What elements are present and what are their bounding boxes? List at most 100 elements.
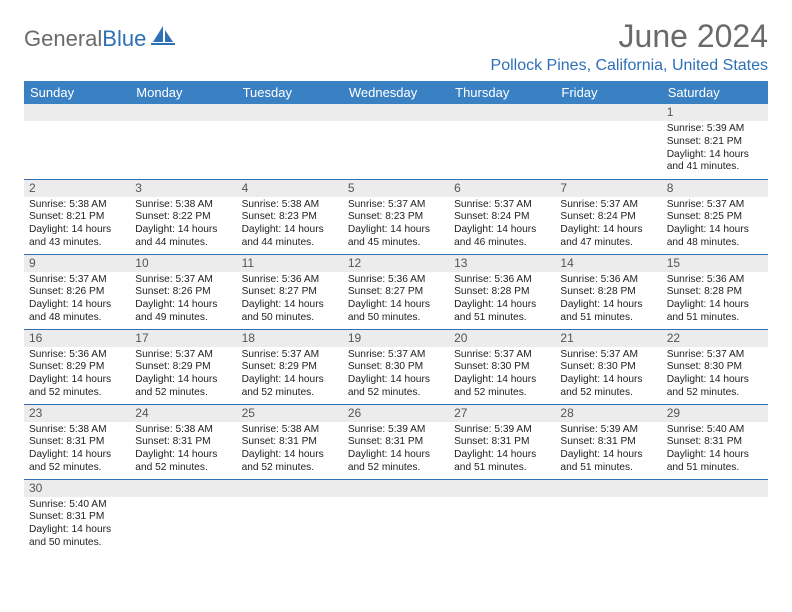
- empty-daynum: [449, 104, 555, 121]
- calendar-cell: [130, 104, 236, 179]
- calendar-cell: 13Sunrise: 5:36 AMSunset: 8:28 PMDayligh…: [449, 254, 555, 329]
- calendar-cell: [449, 479, 555, 554]
- calendar-row: 2Sunrise: 5:38 AMSunset: 8:21 PMDaylight…: [24, 179, 768, 254]
- day-data: Sunrise: 5:36 AMSunset: 8:27 PMDaylight:…: [343, 272, 449, 329]
- weekday-header: Friday: [555, 81, 661, 104]
- logo: GeneralBlue: [24, 26, 177, 52]
- weekday-header: Saturday: [662, 81, 768, 104]
- empty-daynum: [449, 480, 555, 497]
- calendar-cell: 23Sunrise: 5:38 AMSunset: 8:31 PMDayligh…: [24, 404, 130, 479]
- calendar-cell: 29Sunrise: 5:40 AMSunset: 8:31 PMDayligh…: [662, 404, 768, 479]
- calendar-cell: 26Sunrise: 5:39 AMSunset: 8:31 PMDayligh…: [343, 404, 449, 479]
- weekday-header: Thursday: [449, 81, 555, 104]
- day-number: 9: [24, 255, 130, 272]
- day-number: 25: [237, 405, 343, 422]
- calendar-row: 9Sunrise: 5:37 AMSunset: 8:26 PMDaylight…: [24, 254, 768, 329]
- day-number: 8: [662, 180, 768, 197]
- calendar-cell: [237, 479, 343, 554]
- calendar-cell: [449, 104, 555, 179]
- weekday-header: Wednesday: [343, 81, 449, 104]
- day-data: Sunrise: 5:40 AMSunset: 8:31 PMDaylight:…: [662, 422, 768, 479]
- empty-daynum: [343, 480, 449, 497]
- day-number: 10: [130, 255, 236, 272]
- day-number: 29: [662, 405, 768, 422]
- day-number: 28: [555, 405, 661, 422]
- empty-daynum: [555, 480, 661, 497]
- day-number: 16: [24, 330, 130, 347]
- calendar-cell: 12Sunrise: 5:36 AMSunset: 8:27 PMDayligh…: [343, 254, 449, 329]
- day-data: Sunrise: 5:37 AMSunset: 8:30 PMDaylight:…: [343, 347, 449, 404]
- empty-daynum: [343, 104, 449, 121]
- sail-icon: [151, 24, 177, 51]
- day-number: 23: [24, 405, 130, 422]
- calendar-row: 30Sunrise: 5:40 AMSunset: 8:31 PMDayligh…: [24, 479, 768, 554]
- calendar-cell: 24Sunrise: 5:38 AMSunset: 8:31 PMDayligh…: [130, 404, 236, 479]
- day-data: Sunrise: 5:39 AMSunset: 8:31 PMDaylight:…: [449, 422, 555, 479]
- day-data: Sunrise: 5:38 AMSunset: 8:22 PMDaylight:…: [130, 197, 236, 254]
- day-data: Sunrise: 5:37 AMSunset: 8:29 PMDaylight:…: [237, 347, 343, 404]
- calendar-cell: 1Sunrise: 5:39 AMSunset: 8:21 PMDaylight…: [662, 104, 768, 179]
- day-number: 6: [449, 180, 555, 197]
- calendar-cell: 20Sunrise: 5:37 AMSunset: 8:30 PMDayligh…: [449, 329, 555, 404]
- day-data: Sunrise: 5:36 AMSunset: 8:28 PMDaylight:…: [662, 272, 768, 329]
- calendar-cell: [237, 104, 343, 179]
- calendar-cell: 22Sunrise: 5:37 AMSunset: 8:30 PMDayligh…: [662, 329, 768, 404]
- weekday-header: Tuesday: [237, 81, 343, 104]
- day-number: 18: [237, 330, 343, 347]
- calendar-cell: 18Sunrise: 5:37 AMSunset: 8:29 PMDayligh…: [237, 329, 343, 404]
- calendar-cell: 9Sunrise: 5:37 AMSunset: 8:26 PMDaylight…: [24, 254, 130, 329]
- day-data: Sunrise: 5:38 AMSunset: 8:31 PMDaylight:…: [24, 422, 130, 479]
- day-data: Sunrise: 5:36 AMSunset: 8:29 PMDaylight:…: [24, 347, 130, 404]
- calendar-cell: [343, 479, 449, 554]
- calendar-cell: 15Sunrise: 5:36 AMSunset: 8:28 PMDayligh…: [662, 254, 768, 329]
- header: GeneralBlue June 2024 Pollock Pines, Cal…: [24, 18, 768, 75]
- calendar-cell: 3Sunrise: 5:38 AMSunset: 8:22 PMDaylight…: [130, 179, 236, 254]
- calendar-cell: [662, 479, 768, 554]
- month-title: June 2024: [491, 18, 768, 55]
- day-data: Sunrise: 5:39 AMSunset: 8:31 PMDaylight:…: [343, 422, 449, 479]
- location: Pollock Pines, California, United States: [491, 57, 768, 75]
- empty-daynum: [237, 480, 343, 497]
- day-data: Sunrise: 5:38 AMSunset: 8:23 PMDaylight:…: [237, 197, 343, 254]
- calendar-cell: 10Sunrise: 5:37 AMSunset: 8:26 PMDayligh…: [130, 254, 236, 329]
- calendar-table: Sunday Monday Tuesday Wednesday Thursday…: [24, 81, 768, 554]
- empty-daynum: [237, 104, 343, 121]
- calendar-cell: 19Sunrise: 5:37 AMSunset: 8:30 PMDayligh…: [343, 329, 449, 404]
- calendar-cell: [130, 479, 236, 554]
- title-block: June 2024 Pollock Pines, California, Uni…: [491, 18, 768, 75]
- day-data: Sunrise: 5:36 AMSunset: 8:28 PMDaylight:…: [555, 272, 661, 329]
- calendar-cell: 4Sunrise: 5:38 AMSunset: 8:23 PMDaylight…: [237, 179, 343, 254]
- calendar-cell: 2Sunrise: 5:38 AMSunset: 8:21 PMDaylight…: [24, 179, 130, 254]
- day-data: Sunrise: 5:40 AMSunset: 8:31 PMDaylight:…: [24, 497, 130, 554]
- day-number: 11: [237, 255, 343, 272]
- day-data: Sunrise: 5:37 AMSunset: 8:30 PMDaylight:…: [662, 347, 768, 404]
- calendar-cell: 21Sunrise: 5:37 AMSunset: 8:30 PMDayligh…: [555, 329, 661, 404]
- day-number: 1: [662, 104, 768, 121]
- calendar-cell: 16Sunrise: 5:36 AMSunset: 8:29 PMDayligh…: [24, 329, 130, 404]
- day-number: 13: [449, 255, 555, 272]
- day-data: Sunrise: 5:37 AMSunset: 8:24 PMDaylight:…: [555, 197, 661, 254]
- calendar-cell: 11Sunrise: 5:36 AMSunset: 8:27 PMDayligh…: [237, 254, 343, 329]
- day-data: Sunrise: 5:36 AMSunset: 8:27 PMDaylight:…: [237, 272, 343, 329]
- calendar-cell: [24, 104, 130, 179]
- empty-daynum: [662, 480, 768, 497]
- empty-daynum: [24, 104, 130, 121]
- calendar-cell: 25Sunrise: 5:38 AMSunset: 8:31 PMDayligh…: [237, 404, 343, 479]
- calendar-row: 16Sunrise: 5:36 AMSunset: 8:29 PMDayligh…: [24, 329, 768, 404]
- calendar-cell: [343, 104, 449, 179]
- empty-daynum: [130, 480, 236, 497]
- day-number: 3: [130, 180, 236, 197]
- day-data: Sunrise: 5:37 AMSunset: 8:24 PMDaylight:…: [449, 197, 555, 254]
- day-data: Sunrise: 5:37 AMSunset: 8:23 PMDaylight:…: [343, 197, 449, 254]
- day-number: 24: [130, 405, 236, 422]
- day-data: Sunrise: 5:37 AMSunset: 8:26 PMDaylight:…: [130, 272, 236, 329]
- calendar-cell: 30Sunrise: 5:40 AMSunset: 8:31 PMDayligh…: [24, 479, 130, 554]
- calendar-cell: 28Sunrise: 5:39 AMSunset: 8:31 PMDayligh…: [555, 404, 661, 479]
- day-number: 2: [24, 180, 130, 197]
- calendar-cell: [555, 104, 661, 179]
- calendar-cell: 27Sunrise: 5:39 AMSunset: 8:31 PMDayligh…: [449, 404, 555, 479]
- day-data: Sunrise: 5:37 AMSunset: 8:26 PMDaylight:…: [24, 272, 130, 329]
- day-number: 4: [237, 180, 343, 197]
- calendar-cell: [555, 479, 661, 554]
- day-number: 5: [343, 180, 449, 197]
